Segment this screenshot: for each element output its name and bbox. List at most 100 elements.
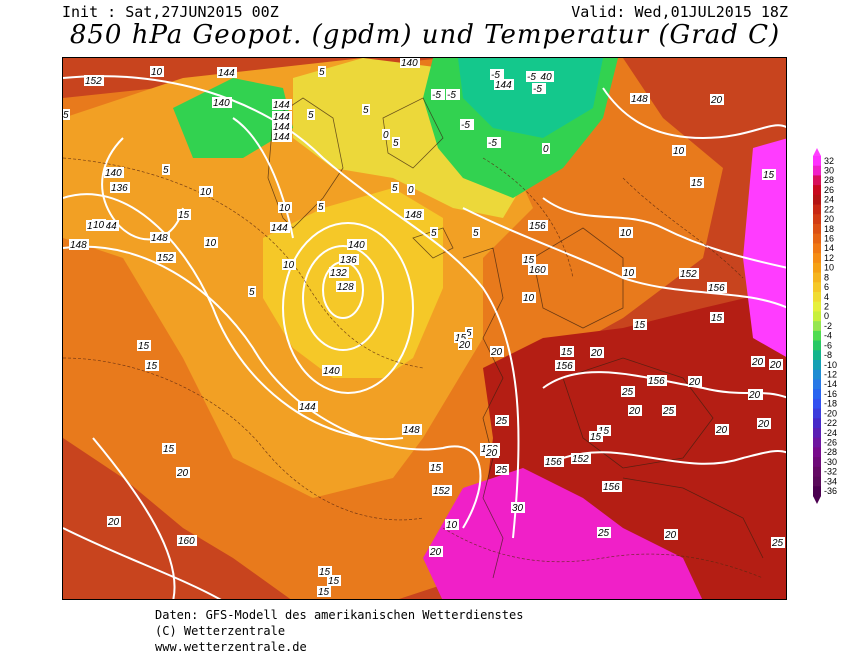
legend-tick-label: 16	[824, 233, 834, 243]
svg-text:15: 15	[178, 210, 190, 221]
svg-text:15: 15	[455, 333, 467, 344]
temperature-label: 15	[429, 462, 443, 474]
legend-swatch	[813, 292, 821, 303]
svg-text:-5: -5	[447, 90, 456, 101]
svg-text:20: 20	[769, 360, 782, 371]
temperature-label: -5	[431, 89, 445, 101]
temperature-label: -5	[490, 69, 504, 81]
legend-tick-label: -8	[824, 350, 832, 360]
svg-text:10: 10	[283, 260, 295, 271]
geopotential-label: 144	[494, 79, 514, 91]
temperature-label: 10	[445, 519, 459, 531]
svg-text:20: 20	[751, 357, 764, 368]
svg-text:156: 156	[556, 361, 573, 372]
svg-text:152: 152	[157, 253, 174, 264]
geopotential-label: 128	[336, 281, 356, 293]
legend-swatch	[813, 408, 821, 419]
svg-text:128: 128	[337, 282, 354, 293]
temperature-label: 10	[619, 227, 633, 239]
svg-text:140: 140	[348, 240, 365, 251]
geopotential-label: 160	[177, 535, 197, 547]
geopotential-label: 156	[647, 375, 667, 387]
temperature-label: 25	[495, 464, 509, 476]
valid-time-label: Valid: Wed,01JUL2015 18Z	[571, 3, 788, 21]
legend-tick-label: -30	[824, 457, 837, 467]
svg-text:-5: -5	[461, 120, 470, 131]
geopotential-label: 148	[630, 93, 650, 105]
temperature-label: 20	[664, 529, 678, 541]
svg-text:-5: -5	[527, 72, 536, 83]
svg-text:25: 25	[771, 538, 784, 549]
temperature-label: 15	[327, 575, 341, 587]
svg-text:15: 15	[523, 255, 535, 266]
temperature-label: -5	[446, 89, 460, 101]
legend-tick-label: -16	[824, 389, 837, 399]
temperature-label: 20	[429, 546, 443, 558]
legend-tick-label: -36	[824, 486, 837, 496]
svg-text:5: 5	[393, 138, 399, 149]
temperature-label: 15	[522, 254, 536, 266]
svg-text:15: 15	[634, 320, 646, 331]
svg-text:20: 20	[757, 419, 770, 430]
legend-tick-label: 32	[824, 156, 834, 166]
geopotential-label: 156	[528, 220, 548, 232]
svg-text:20: 20	[176, 468, 189, 479]
svg-text:5: 5	[363, 105, 369, 116]
svg-text:156: 156	[708, 283, 725, 294]
svg-text:25: 25	[597, 528, 610, 539]
geopotential-label: 152	[156, 252, 176, 264]
temperature-label: 20	[490, 346, 504, 358]
svg-text:5: 5	[318, 202, 324, 213]
legend-canvas: 32302826242220181614121086420-2-4-6-8-10…	[813, 148, 837, 504]
temperature-label: 10	[622, 267, 636, 279]
temperature-label: 25	[771, 537, 785, 549]
svg-text:148: 148	[70, 240, 87, 251]
svg-text:5: 5	[319, 67, 325, 78]
svg-text:5: 5	[431, 228, 437, 239]
temperature-label: 10	[522, 292, 536, 304]
legend-arrow-bottom	[813, 496, 821, 504]
temperature-label: -5	[487, 137, 501, 149]
geopotential-label: 140	[212, 97, 232, 109]
legend-tick-label: -4	[824, 331, 832, 341]
legend-tick-label: -28	[824, 447, 837, 457]
temperature-label: 5	[162, 164, 170, 176]
legend-tick-label: 18	[824, 224, 834, 234]
svg-text:148: 148	[405, 210, 422, 221]
temperature-label: 10	[282, 259, 296, 271]
chart-title: 850 hPa Geopot. (gpdm) und Temperatur (G…	[69, 20, 781, 50]
temperature-label: 10	[199, 186, 213, 198]
temperature-label: 15	[710, 312, 724, 324]
svg-text:156: 156	[603, 482, 620, 493]
temperature-label: 15	[589, 431, 603, 443]
svg-text:15: 15	[430, 463, 442, 474]
geopotential-label: 144	[270, 222, 290, 234]
svg-text:10: 10	[623, 268, 635, 279]
svg-text:5: 5	[466, 328, 472, 339]
footer-copyright: (C) Wetterzentrale	[155, 624, 286, 638]
svg-text:160: 160	[529, 265, 546, 276]
legend-swatch	[813, 301, 821, 312]
geopotential-label: 156	[555, 360, 575, 372]
temperature-label: 10	[204, 237, 218, 249]
legend-tick-label: -32	[824, 467, 837, 477]
geopotential-label: 148	[150, 232, 170, 244]
geopotential-label: 156	[707, 282, 727, 294]
temperature-label: 15	[597, 425, 611, 437]
legend-swatch	[813, 447, 821, 458]
svg-text:5: 5	[473, 228, 479, 239]
legend-swatch	[813, 233, 821, 244]
legend-swatch	[813, 253, 821, 264]
temperature-label: 5	[317, 201, 325, 213]
legend-swatch	[813, 224, 821, 235]
temperature-isotherms	[63, 157, 764, 579]
temperature-label: 20	[715, 424, 729, 436]
legend-swatch	[813, 476, 821, 487]
temperature-label: 15	[162, 443, 176, 455]
legend-swatch	[813, 360, 821, 371]
svg-text:10: 10	[620, 228, 632, 239]
legend-swatch	[813, 369, 821, 380]
legend-tick-label: -18	[824, 399, 837, 409]
